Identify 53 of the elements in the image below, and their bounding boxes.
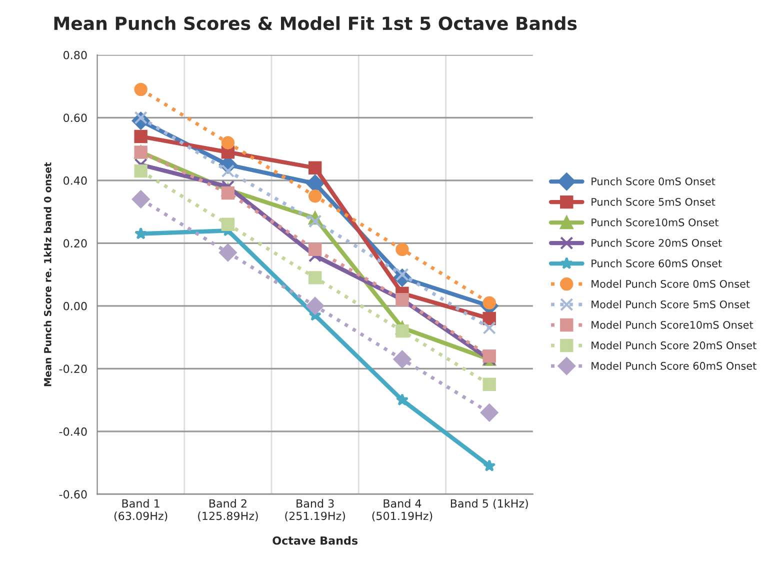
point (134, 227, 148, 240)
legend-label: Punch Score 20mS Onset (592, 238, 722, 247)
point (396, 242, 409, 256)
legend-label: Punch Score 5mS Onset (592, 198, 716, 206)
point (308, 161, 322, 174)
x-tick-label: Band 3 (251.19Hz) (285, 499, 345, 522)
point (393, 350, 412, 368)
point (482, 312, 496, 326)
point (221, 136, 235, 150)
legend-label: Model Punch Score10mS Onset (592, 320, 754, 329)
x-tick-label: Band 1 (63.09Hz) (114, 499, 168, 522)
point (308, 190, 322, 203)
legend-label: Model Punch Score 20mS Onset (592, 341, 756, 350)
legend-label: Punch Score 60mS Onset (592, 259, 722, 268)
point (219, 244, 237, 262)
x-tick-label: Band 5 (1kHz) (450, 499, 528, 509)
point (482, 321, 496, 334)
x-tick-label: Band 4 (501.19Hz) (372, 499, 432, 522)
point (134, 164, 148, 178)
legend-label: Punch Score 0mS Onset (592, 177, 716, 186)
point (221, 218, 235, 231)
point (482, 350, 496, 363)
point (306, 297, 324, 315)
point (308, 271, 322, 284)
y-tick-label: 0.00 (64, 302, 87, 310)
point (308, 214, 322, 228)
x-axis-title: Octave Bands (272, 536, 358, 545)
y-tick-label: -0.60 (59, 490, 87, 499)
legend-label: Model Punch Score 60mS Onset (592, 362, 756, 370)
point (308, 242, 322, 256)
point (483, 459, 496, 472)
legend-label: Model Punch Score 5mS Onset (592, 300, 750, 308)
point (132, 190, 150, 208)
point (221, 186, 235, 200)
point (482, 378, 496, 391)
y-axis-title: Mean Punch Score re. 1kHz band 0 onset (44, 162, 52, 386)
point (134, 82, 148, 96)
y-tick-label: 0.60 (64, 114, 87, 122)
point (480, 404, 498, 422)
y-tick-label: 0.80 (64, 50, 87, 60)
y-tick-label: -0.40 (59, 427, 87, 436)
point (396, 393, 409, 406)
point (306, 174, 324, 192)
chart-title: Mean Punch Scores & Model Fit 1st 5 Octave Bands (54, 16, 577, 30)
legend-label: Model Punch Score 0mS Onset (592, 280, 750, 288)
y-tick-label: 0.20 (64, 239, 87, 248)
point (482, 296, 496, 310)
y-tick-label: -0.20 (59, 364, 87, 374)
point (396, 324, 409, 338)
y-tick-label: 0.40 (64, 176, 87, 185)
point (134, 130, 148, 144)
x-tick-label: Band 2 (125.89Hz) (198, 499, 258, 522)
legend-label: Punch Score10mS Onset (592, 218, 719, 226)
